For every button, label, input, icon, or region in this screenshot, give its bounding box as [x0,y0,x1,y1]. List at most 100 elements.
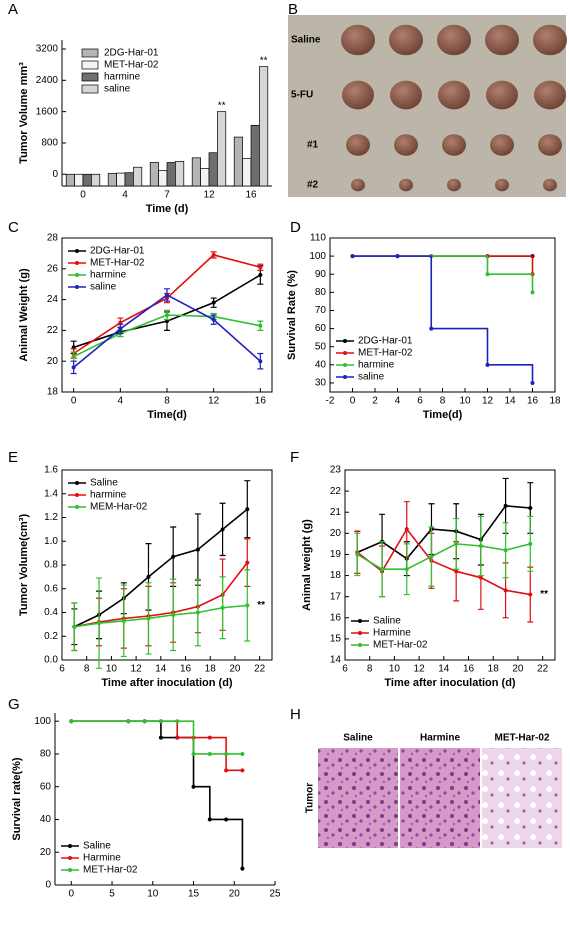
legend-marker [75,481,79,485]
x-tick-label: 0 [350,396,356,407]
point [530,380,535,385]
point [355,552,360,557]
tumor [534,80,566,110]
y-tick-label: 50 [315,341,327,352]
legend-label: 2DG-Har-01 [90,246,145,257]
series-line [73,294,261,368]
tumor [342,80,374,110]
chart-panel: E 0.0 0.2 0.4 0.6 0.8 1.0 1.2 1.4 1.6 6 8 10 12 14 16 18… [8,449,273,689]
point [258,359,263,364]
legend-marker [358,619,362,623]
x-tick-label: 16 [255,396,267,407]
tumor [394,134,418,156]
point [224,817,229,822]
point [528,592,533,597]
point [211,300,216,305]
point [240,768,245,773]
y-tick-label: 1.2 [44,512,58,523]
point [165,313,169,317]
x-tick-label: 6 [59,664,65,675]
y-axis-label: Tumor Volume mm³ [18,62,30,164]
x-tick-label: 12 [414,664,426,675]
legend-label: saline [104,84,131,95]
y-tick-label: 24 [47,294,59,305]
point [146,616,151,621]
bar [217,111,227,187]
tumor [485,24,519,56]
bar [233,136,243,187]
point [530,290,535,295]
tumor [495,178,509,192]
point [191,751,196,756]
point [146,574,151,579]
x-tick-label: 15 [188,889,200,900]
y-tick-label: 20 [330,528,342,539]
legend-marker [68,856,72,860]
x-tick-label: 20 [229,889,241,900]
x-tick-label: 8 [367,664,373,675]
row-label: Saline [291,35,321,46]
bar [124,172,134,187]
point [429,554,434,559]
point [350,254,355,259]
x-tick-label: 16 [245,190,257,201]
photo-b: Saline 5-FU #1 #2 [288,15,567,197]
tumor [341,24,375,56]
legend-marker [343,375,347,379]
tumor [533,24,567,56]
y-tick-label: 0.4 [44,607,58,618]
x-tick-label: 8 [84,664,90,675]
y-axis-label: Tumor Volume(cm³) [18,514,30,617]
bar [149,162,159,187]
point [454,569,459,574]
series-line [352,255,534,383]
bar [65,173,75,187]
x-tick-label: 10 [459,396,471,407]
x-tick-label: 10 [389,664,401,675]
legend-label: Saline [90,478,118,489]
y-tick-label: 15 [330,634,342,645]
chart-panel: C 18 20 22 24 26 28 0 4 8 12 16 Time(d) Animal Weight… [8,219,273,421]
legend-label: saline [358,372,385,383]
y-axis-label: Animal Weight (g) [18,268,30,362]
x-tick-label: 12 [131,664,143,675]
legend-marker [75,261,79,265]
y-axis-label: Survival Rate (%) [286,270,298,360]
panel-label: B [288,1,298,18]
y-tick-label: 19 [330,549,342,560]
point [126,719,131,724]
y-tick-label: 3200 [36,44,59,55]
series-line [74,562,248,628]
bar [107,173,117,187]
chart-panel: D 30 40 50 60 70 80 90 100 110 -2 0 2 4 6 8 10 12 14 16 18 Ti… [286,219,561,421]
x-tick-label: 8 [164,396,170,407]
point [258,265,263,270]
x-tick-label: 0 [71,396,77,407]
tumor [346,134,370,156]
x-tick-label: 6 [342,664,348,675]
panel-label: C [8,219,19,236]
bar [116,172,126,187]
y-tick-label: 0.2 [44,631,58,642]
panel-label: A [8,1,18,18]
series-line [357,505,531,560]
point [503,548,508,553]
point [195,610,200,615]
y-tick-label: 22 [47,325,59,336]
y-tick-label: 1.6 [44,465,58,476]
point [224,751,229,756]
point [245,603,250,608]
x-tick-label: 12 [208,396,220,407]
series-line [71,720,243,755]
legend-label: MET-Har-02 [90,258,145,269]
y-tick-label: 800 [41,138,58,149]
point [485,272,490,277]
tumor [543,178,557,192]
y-tick-label: 60 [315,323,327,334]
y-tick-label: 23 [330,465,342,476]
bar [166,162,176,187]
series-line [356,527,531,596]
y-tick-label: 14 [330,655,342,666]
legend-marker [358,643,362,647]
